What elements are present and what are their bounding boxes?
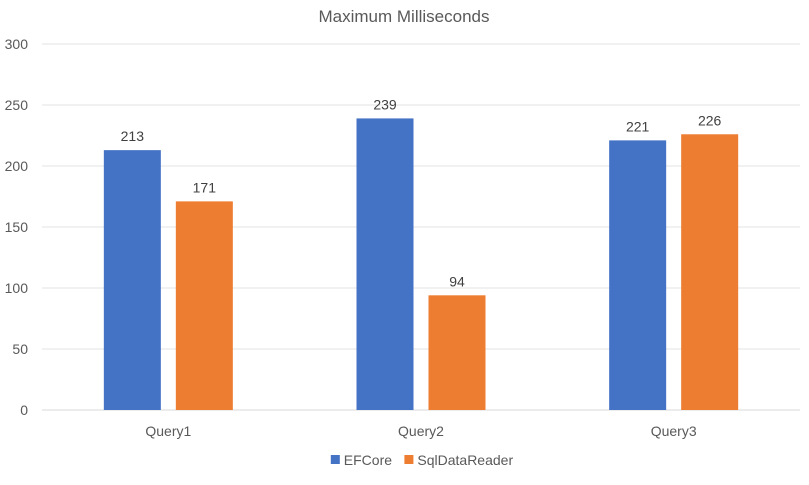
data-label: 226	[698, 112, 722, 128]
chart-title: Maximum Milliseconds	[319, 7, 490, 26]
y-tick-label: 200	[5, 158, 29, 174]
data-labels: 213 171 239 94 221 226	[121, 96, 722, 289]
y-tick-label: 0	[20, 402, 28, 418]
x-tick-label: Query2	[398, 423, 444, 439]
legend-swatch-sqldatareader	[404, 455, 414, 464]
y-tick-label: 300	[5, 36, 29, 52]
y-tick-label: 100	[5, 280, 29, 296]
data-label: 221	[626, 118, 650, 134]
y-tick-label: 50	[12, 341, 28, 357]
data-label: 213	[121, 128, 145, 144]
x-tick-label: Query3	[651, 423, 697, 439]
bar-sqldatareader-query3	[681, 134, 739, 410]
gridlines	[42, 43, 800, 411]
legend-label: SqlDataReader	[417, 452, 513, 468]
x-axis-ticks: Query1 Query2 Query3	[145, 423, 696, 439]
legend-swatch-efcore	[330, 455, 340, 464]
y-tick-label: 150	[5, 219, 29, 235]
data-label: 171	[193, 179, 217, 195]
bar-sqldatareader-query2	[428, 295, 486, 410]
bar-efcore-query3	[609, 140, 667, 410]
data-label: 94	[449, 273, 465, 289]
data-label: 239	[373, 96, 397, 112]
bar-efcore-query2	[356, 118, 414, 411]
bar-sqldatareader-query1	[175, 201, 233, 410]
y-axis-ticks: 0 50 100 150 200 250 300	[5, 36, 29, 418]
legend: EFCore SqlDataReader	[330, 452, 513, 468]
bar-efcore-query1	[103, 150, 161, 410]
legend-label: EFCore	[344, 452, 392, 468]
x-tick-label: Query1	[145, 423, 191, 439]
bars	[103, 118, 739, 411]
y-tick-label: 250	[5, 97, 29, 113]
